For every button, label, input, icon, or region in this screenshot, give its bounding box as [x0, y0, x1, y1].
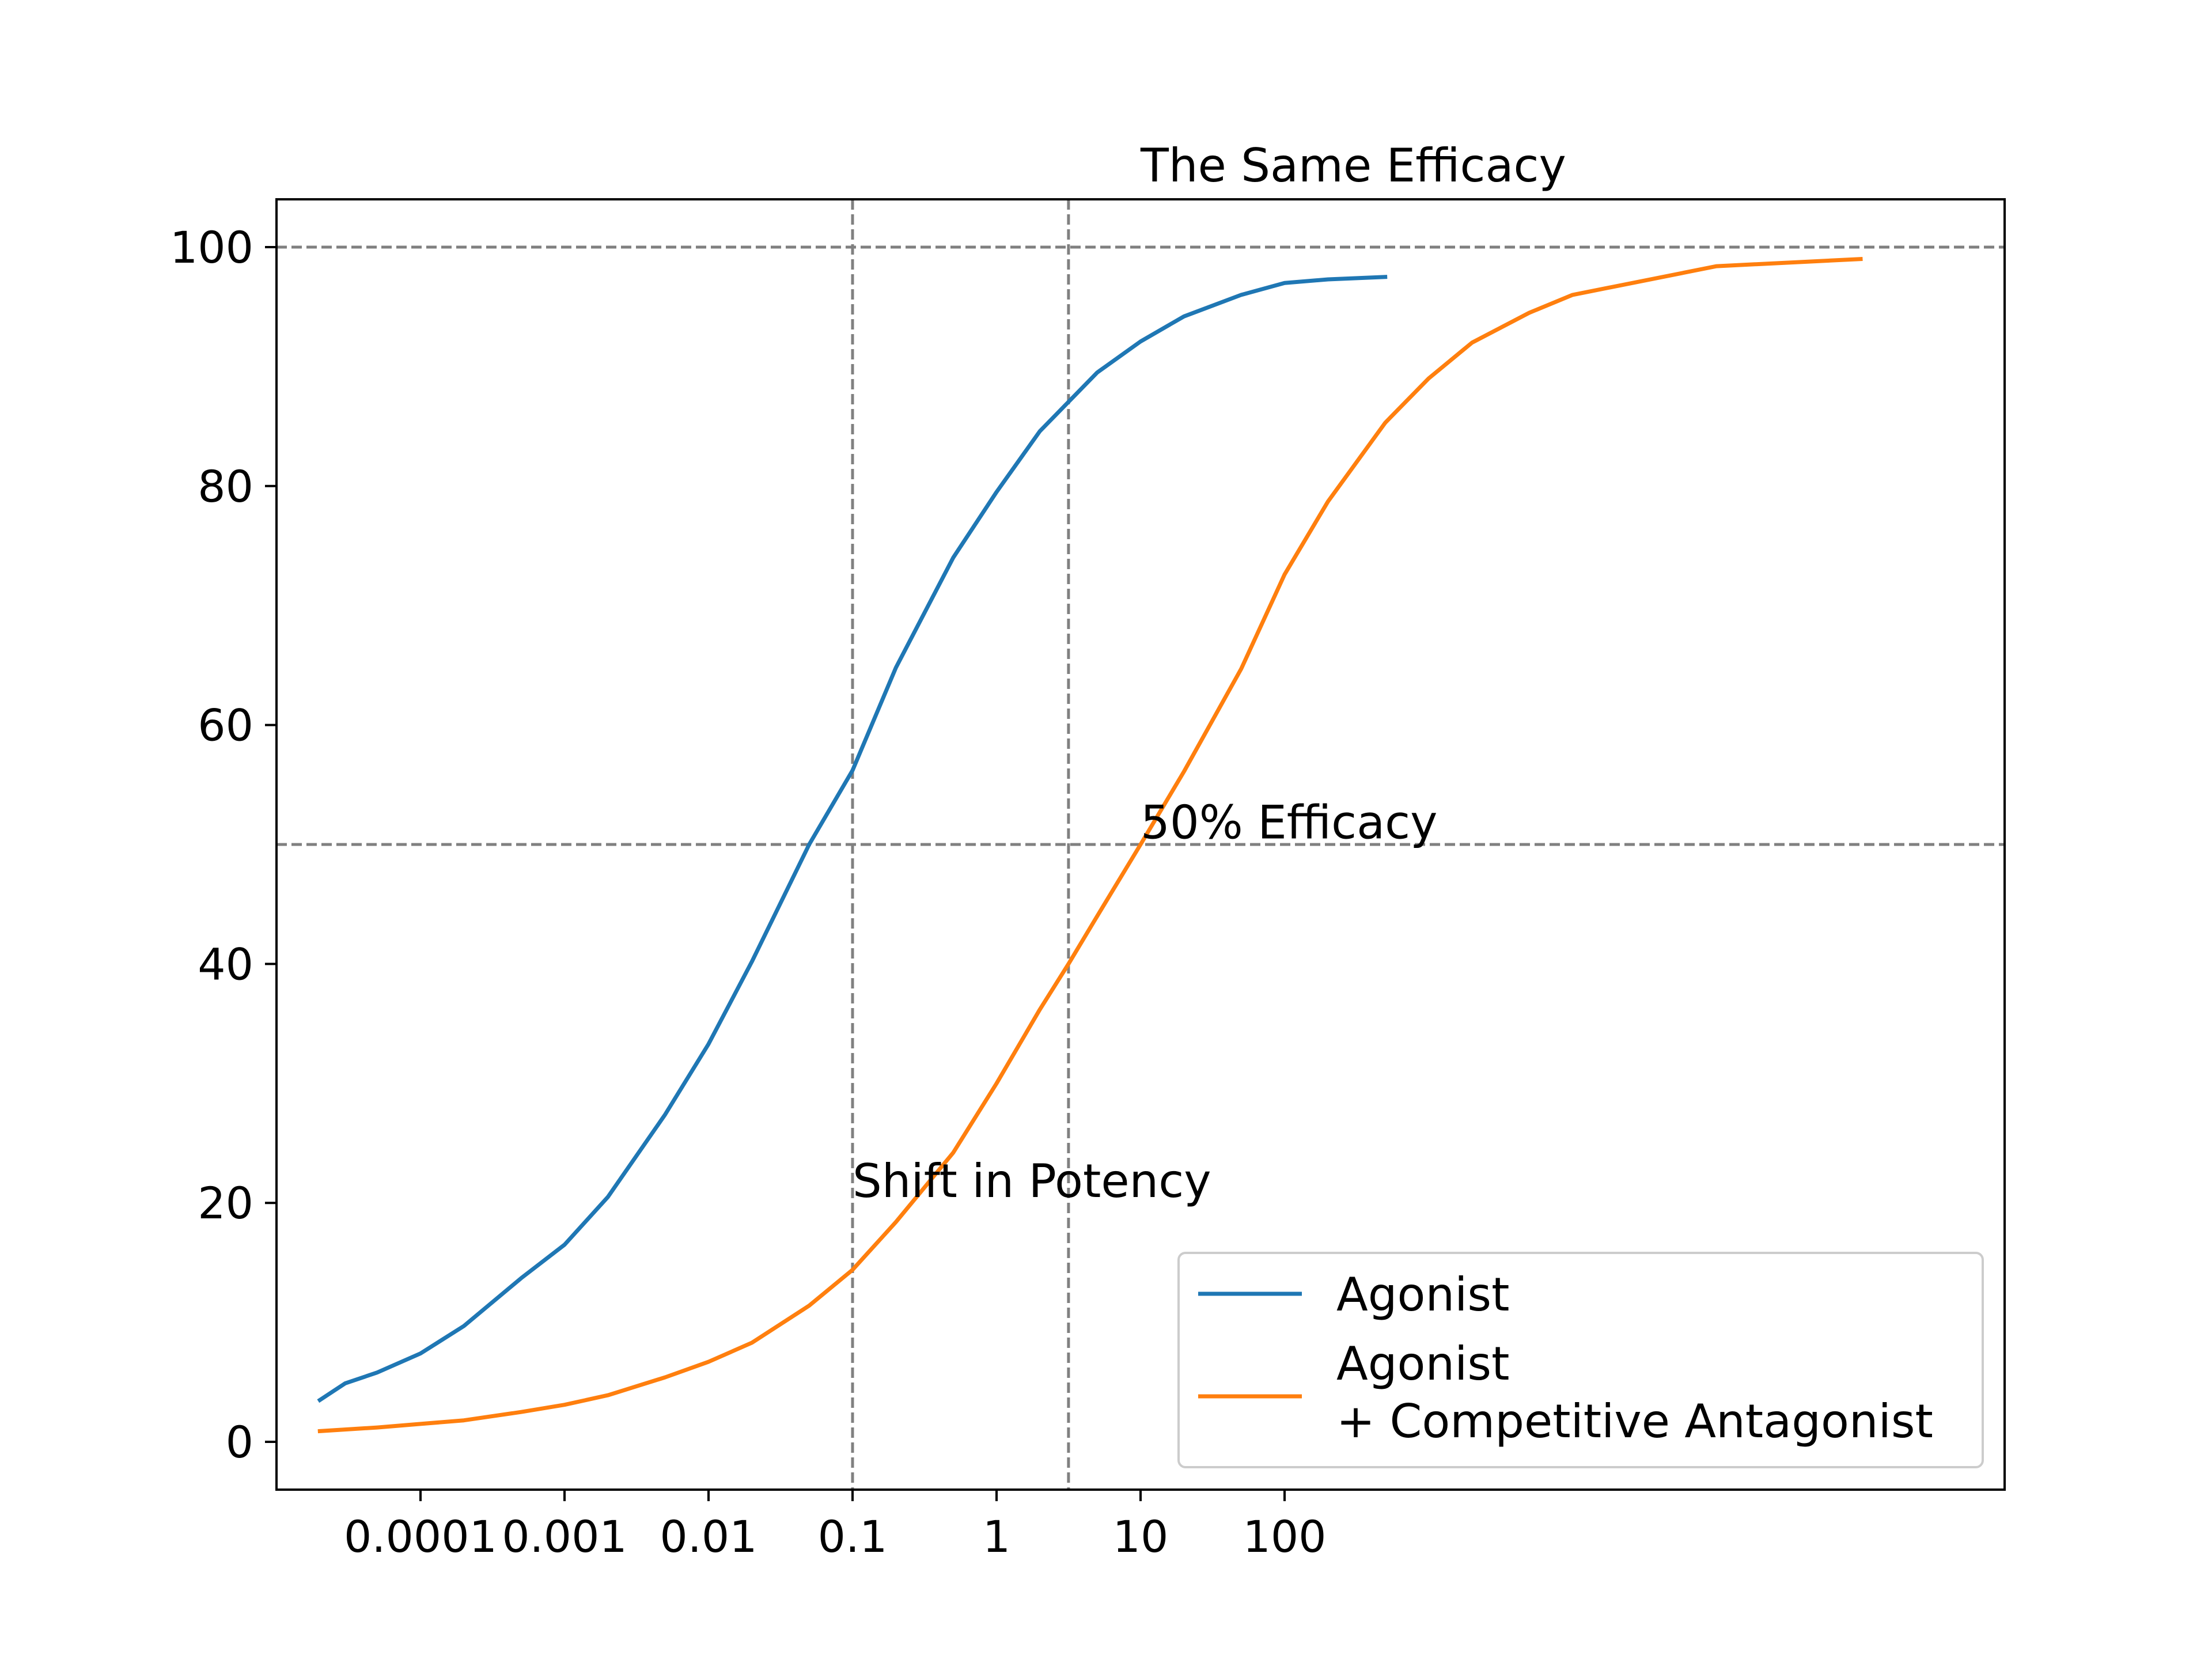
annotation-0: The Same Efficacy: [1140, 139, 1566, 192]
x-tick-label-3: 0.1: [818, 1511, 888, 1562]
x-tick-label-4: 1: [983, 1511, 1010, 1562]
x-tick-label-6: 100: [1243, 1511, 1326, 1562]
y-tick-label-4: 80: [198, 461, 253, 512]
y-tick-label-5: 100: [170, 222, 253, 273]
annotation-2: Shift in Potency: [853, 1154, 1211, 1208]
series-line-0: [317, 275, 1388, 1403]
y-tick-label-0: 0: [226, 1416, 253, 1468]
x-tick-label-2: 0.01: [660, 1511, 757, 1562]
annotation-1: 50% Efficacy: [1141, 796, 1437, 850]
y-axis: 0 20 40 60 80 100: [170, 222, 276, 1468]
series-line-1: [317, 257, 1863, 1434]
x-tick-label-1: 0.001: [502, 1511, 627, 1562]
x-tick-label-0: 0.0001: [344, 1511, 497, 1562]
series-lines: [317, 257, 1863, 1434]
legend-label-agonist-line2: + Competitive Antagonist: [1336, 1395, 1933, 1448]
y-tick-label-3: 60: [198, 700, 253, 751]
legend-box: [1177, 1252, 1984, 1468]
legend: Agonist Agonist + Competitive Antagonist: [1177, 1252, 1984, 1468]
y-tick-label-1: 20: [198, 1177, 253, 1229]
x-axis: 0.0001 0.001 0.01 0.1 1 10 100: [344, 1490, 1327, 1562]
legend-label-agonist: Agonist: [1336, 1268, 1509, 1321]
x-tick-label-5: 10: [1113, 1511, 1169, 1562]
annotations: The Same Efficacy 50% Efficacy Shift in Po…: [853, 139, 1566, 1208]
legend-label-agonist-line1: Agonist: [1336, 1337, 1509, 1391]
y-tick-label-2: 40: [198, 938, 253, 990]
